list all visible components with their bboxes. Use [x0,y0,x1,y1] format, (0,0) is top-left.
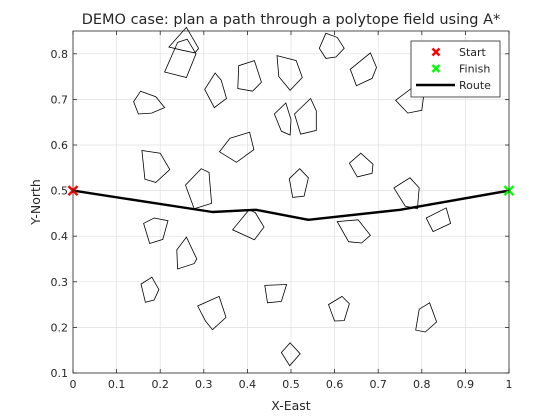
chart-title: DEMO case: plan a path through a polytop… [82,12,501,28]
legend: Start Finish Route [410,40,501,98]
legend-label: Start [459,46,487,59]
polytope-obstacle [328,295,350,322]
x-tick-label: 0.3 [195,378,213,391]
legend-box [410,40,501,98]
x-tick-label: 0.4 [239,378,257,391]
polytope-obstacle [288,168,309,198]
legend-item-finish: Finish [431,63,490,76]
y-tick-label: 0.6 [51,139,69,152]
legend-item-route: Route [416,79,491,92]
axis-ticks: 0 0.1 0.2 0.3 0.4 0.5 0.6 0.7 0.8 0.9 10.10.20.30.… [51,31,513,391]
legend-swatch-start [431,47,441,57]
y-tick-label: 0.2 [51,321,69,334]
polytope-obstacle [185,168,213,210]
legend-label: Route [459,79,491,92]
polytope-obstacle [273,102,292,136]
legend-swatch-finish [431,64,441,73]
polytope-obstacle [425,207,452,233]
route-line [72,189,510,222]
y-tick-label: 0.4 [51,230,69,243]
x-tick-label: 0.7 [369,378,387,391]
x-tick-label: 0.5 [282,378,300,391]
polytope-obstacle [280,342,301,367]
x-tick-label: 0 [70,378,77,391]
y-tick-label: 0.3 [51,276,69,289]
polytope-obstacle [349,52,377,87]
polytope-obstacle [318,32,345,59]
polytope-obstacle [231,209,265,241]
polytope-obstacle [218,131,255,163]
polytope-obstacle [276,55,303,91]
polytope-obstacle [143,217,169,245]
polytope-obstacle [164,38,197,78]
y-tick-label: 0.1 [51,367,69,380]
x-axis-label: X-East [271,398,311,413]
polytope-obstacle [415,302,438,333]
polytope-obstacle [168,26,200,54]
polytope-obstacle [141,150,171,183]
polytope-obstacle [176,236,198,270]
polytope-obstacle [197,295,227,331]
legend-label: Finish [459,63,490,76]
polytope-obstacle [133,90,166,115]
legend-swatch-start-stroke-b [431,47,441,57]
x-tick-label: 0.2 [151,378,169,391]
x-tick-label: 0.6 [326,378,344,391]
polytope-obstacle [204,72,227,109]
x-tick-label: 0.9 [457,378,475,391]
legend-swatch-finish-stroke-b [431,64,441,73]
polytope-obstacle [140,276,160,303]
y-tick-label: 0.7 [51,93,69,106]
y-tick-label: 0.8 [51,48,69,61]
polytope-obstacle [294,97,317,135]
x-tick-label: 1 [506,378,513,391]
x-tick-label: 0.8 [413,378,431,391]
polytope-obstacle [336,219,371,244]
y-tick-label: 0.5 [51,185,69,198]
polytope-obstacle [264,284,288,304]
polytope-obstacle [348,152,374,178]
legend-item-start: Start [431,46,487,59]
polytope-obstacles [133,26,452,367]
x-tick-label: 0.1 [108,378,126,391]
polytope-obstacle [237,60,262,92]
y-axis-label: Y-North [28,179,43,226]
